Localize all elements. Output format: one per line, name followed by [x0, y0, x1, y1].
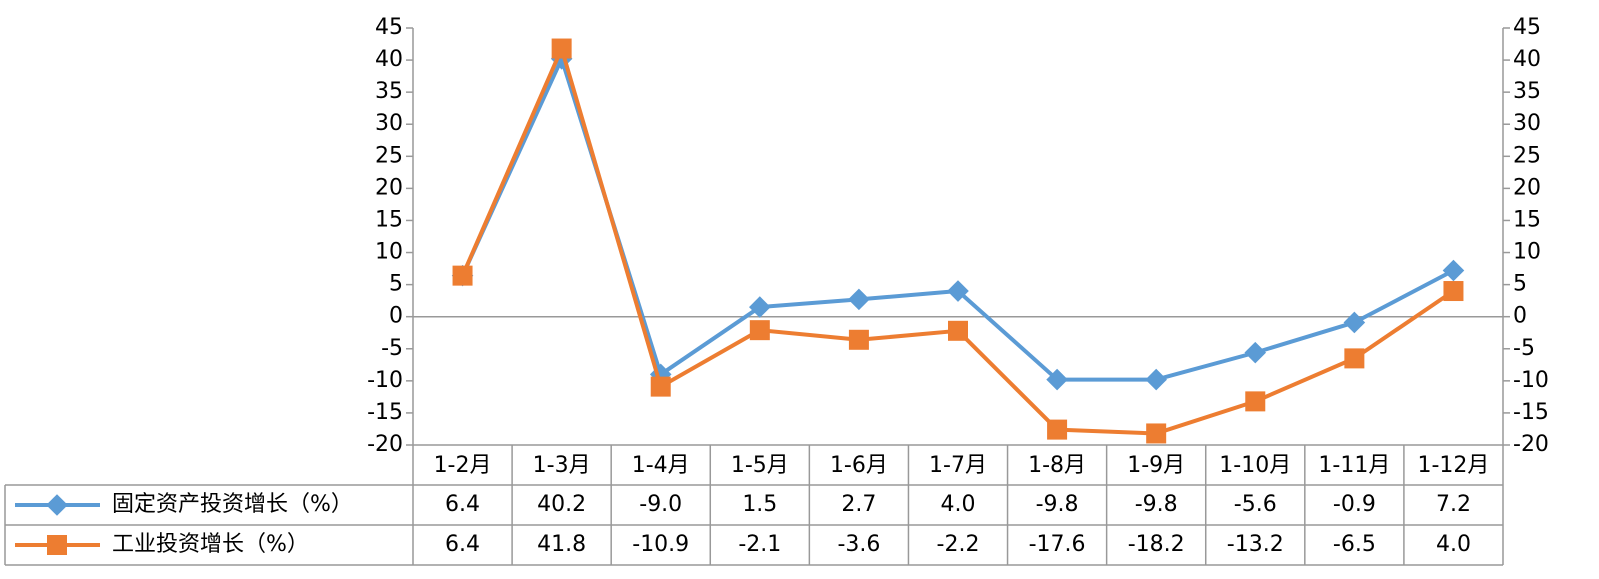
point-marker — [1047, 419, 1068, 440]
x-tick-label: 1-6月 — [830, 453, 888, 478]
point-marker — [1343, 311, 1366, 334]
point-marker — [452, 265, 473, 286]
legend-label: 工业投资增长（%） — [112, 532, 309, 557]
point-marker — [749, 320, 770, 341]
x-tick-label: 1-9月 — [1127, 453, 1185, 478]
y2-tick-label: 30 — [1513, 111, 1541, 136]
table-value: -3.6 — [837, 532, 880, 557]
point-marker — [550, 47, 573, 70]
y-tick-label: 45 — [375, 15, 403, 40]
y-tick-label: 30 — [375, 111, 403, 136]
point-marker — [1442, 259, 1465, 282]
y-tick-label: 20 — [375, 175, 403, 200]
legend-label: 固定资产投资增长（%） — [112, 492, 353, 517]
table-value: 6.4 — [445, 492, 480, 517]
table-value: -10.9 — [632, 532, 689, 557]
y2-tick-label: 20 — [1513, 175, 1541, 200]
point-marker — [551, 38, 572, 59]
y2-tick-label: 35 — [1513, 79, 1541, 104]
y2-tick-label: 40 — [1513, 47, 1541, 72]
x-tick-label: 1-4月 — [632, 453, 690, 478]
y2-tick-label: -20 — [1513, 432, 1549, 457]
x-tick-label: 1-11月 — [1318, 453, 1390, 478]
table-value: -9.8 — [1036, 492, 1079, 517]
x-tick-label: 1-12月 — [1417, 453, 1489, 478]
y-tick-label: 25 — [375, 143, 403, 168]
y2-tick-label: -15 — [1513, 400, 1549, 425]
point-marker — [1046, 368, 1068, 391]
table-value: 40.2 — [537, 492, 586, 517]
point-marker — [1146, 423, 1167, 444]
y-tick-label: -15 — [367, 400, 403, 425]
y-tick-label: 10 — [375, 240, 403, 265]
table-value: -9.8 — [1135, 492, 1178, 517]
table-value: -18.2 — [1128, 532, 1185, 557]
y-tick-label: 40 — [375, 47, 403, 72]
legend-marker — [47, 535, 67, 555]
y-tick-label: 35 — [375, 79, 403, 104]
series-line — [460, 46, 1455, 436]
table-value: 2.7 — [841, 492, 876, 517]
x-tick-label: 1-3月 — [533, 453, 591, 478]
y-tick-label: 15 — [375, 207, 403, 232]
table-value: -2.2 — [937, 532, 980, 557]
y2-tick-label: 25 — [1513, 143, 1541, 168]
table-value: 41.8 — [537, 532, 586, 557]
point-marker — [1443, 281, 1464, 302]
y2-tick-label: 15 — [1513, 207, 1541, 232]
y2-tick-label: -5 — [1513, 336, 1535, 361]
point-marker — [947, 280, 969, 302]
y-tick-label: -20 — [367, 432, 403, 457]
y-tick-label: -5 — [381, 336, 403, 361]
table-value: 4.0 — [941, 492, 976, 517]
table-value: -17.6 — [1029, 532, 1086, 557]
y2-tick-label: 5 — [1513, 272, 1527, 297]
y2-tick-label: 0 — [1513, 304, 1527, 329]
table-value: 6.4 — [445, 532, 480, 557]
table-value: -9.0 — [639, 492, 682, 517]
point-marker — [948, 320, 968, 341]
y2-tick-label: 10 — [1513, 240, 1541, 265]
table-value: -5.6 — [1234, 492, 1277, 517]
point-marker — [749, 296, 771, 318]
point-marker — [1145, 368, 1167, 391]
table-value: 7.2 — [1436, 492, 1471, 517]
x-tick-label: 1-7月 — [929, 453, 987, 478]
point-marker — [1344, 348, 1365, 369]
point-marker — [1244, 341, 1267, 364]
table-value: 4.0 — [1436, 532, 1471, 557]
table-value: -2.1 — [738, 532, 781, 557]
point-marker — [650, 376, 671, 397]
y-tick-label: -10 — [367, 368, 403, 393]
y2-tick-label: 45 — [1513, 15, 1541, 40]
table-value: -13.2 — [1227, 532, 1284, 557]
x-tick-label: 1-5月 — [731, 453, 789, 478]
table-value: -6.5 — [1333, 532, 1376, 557]
y2-tick-label: -10 — [1513, 368, 1549, 393]
x-tick-label: 1-2月 — [434, 453, 492, 478]
point-marker — [848, 288, 870, 311]
table-value: 1.5 — [742, 492, 777, 517]
x-tick-label: 1-10月 — [1219, 453, 1291, 478]
x-tick-label: 1-8月 — [1028, 453, 1086, 478]
point-marker — [1245, 391, 1266, 412]
point-marker — [848, 329, 869, 350]
y-tick-label: 5 — [389, 272, 403, 297]
legend-marker — [46, 494, 68, 516]
table-value: -0.9 — [1333, 492, 1376, 517]
y-tick-label: 0 — [389, 304, 403, 329]
